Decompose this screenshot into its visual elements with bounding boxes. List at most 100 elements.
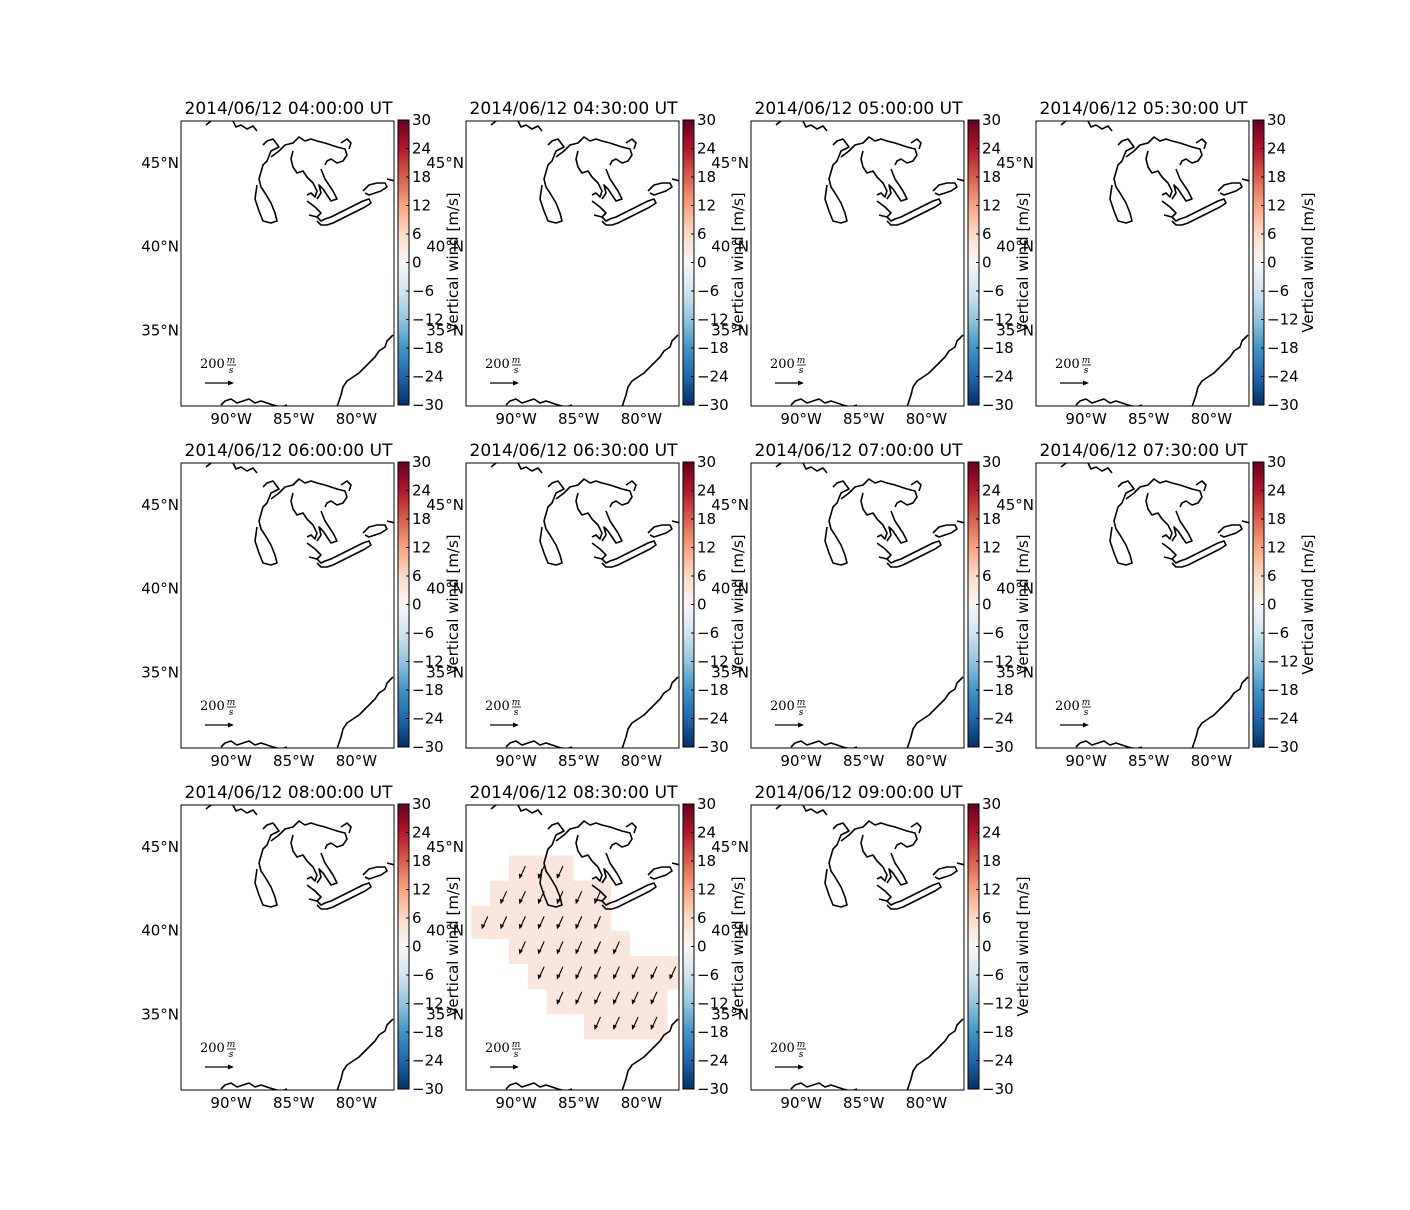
quiver-key: 200 ms — [200, 356, 236, 386]
wind-arrow — [500, 916, 508, 930]
colorbar-label: Vertical wind [m/s] — [729, 534, 747, 674]
colorbar-tick-label: −12 — [412, 311, 444, 329]
wind-arrow — [612, 966, 620, 980]
colorbar-tick-label: 12 — [697, 539, 716, 557]
longitude-label: 80°W — [1191, 752, 1233, 770]
map-panel: 2014/06/12 07:30:00 UT 200 ms 90°W 85°W 80°W 4… — [996, 441, 1317, 770]
map-panel: 2014/06/12 08:30:00 UT 200 ms 90°W 85°W 80°W 4… — [426, 783, 747, 1112]
colorbar: 30 24 18 12 6 0 −6 −12 −18 −24 −30 Vertical wind [m… — [397, 111, 462, 414]
colorbar-tick-label: −12 — [697, 311, 729, 329]
colorbar-tick-label: −24 — [697, 368, 729, 386]
longitude-label: 85°W — [1128, 410, 1170, 428]
latitude-label: 45°N — [996, 496, 1034, 514]
wind-arrow — [650, 1016, 658, 1030]
map-panel: 2014/06/12 06:30:00 UT 200 ms 90°W 85°W 80°W 4… — [426, 441, 747, 770]
colorbar-tick-label: 0 — [982, 596, 992, 614]
colorbar-tick-label: −30 — [982, 396, 1014, 414]
colorbar-tick-label: −12 — [697, 653, 729, 671]
longitude-label: 90°W — [495, 752, 537, 770]
colorbar-tick-label: −30 — [697, 396, 729, 414]
quiver-key-value: 200 — [485, 357, 510, 372]
longitude-label: 80°W — [621, 410, 663, 428]
panel-title: 2014/06/12 04:00:00 UT — [185, 99, 394, 119]
wind-arrow — [669, 966, 677, 980]
wind-arrow — [518, 890, 526, 905]
colorbar-tick-label: −12 — [412, 995, 444, 1013]
longitude-label: 85°W — [273, 752, 315, 770]
quiver-key-arrowhead — [1083, 722, 1089, 728]
quiver-key-arrowhead — [513, 722, 519, 728]
quiver-key-unit-numerator: m — [797, 698, 806, 708]
colorbar-tick-label: 6 — [412, 225, 422, 243]
colorbar-tick-label: 12 — [1267, 539, 1286, 557]
longitude-label: 90°W — [780, 1094, 822, 1112]
colorbar-tick-label: −18 — [412, 339, 444, 357]
longitude-label: 90°W — [210, 752, 252, 770]
colorbar: 30 24 18 12 6 0 −6 −12 −18 −24 −30 Vertical wind [m… — [682, 111, 747, 414]
panel-title: 2014/06/12 06:00:00 UT — [185, 441, 394, 461]
wind-arrow — [612, 991, 620, 1005]
colorbar-tick-label: −18 — [1267, 339, 1299, 357]
wind-arrow — [556, 916, 564, 930]
quiver-key-unit-denominator: s — [514, 708, 519, 718]
colorbar-tick-label: 24 — [697, 140, 716, 158]
vertical-wind-field — [471, 855, 679, 1040]
latitude-label: 35°N — [996, 322, 1034, 340]
colorbar-tick-label: 24 — [412, 824, 431, 842]
wind-arrow — [612, 1016, 620, 1030]
axes-frame — [465, 804, 680, 1091]
colorbar-tick-label: −30 — [412, 738, 444, 756]
wind-arrow — [631, 1016, 639, 1030]
latitude-label: 40°N — [141, 922, 179, 940]
colorbar: 30 24 18 12 6 0 −6 −12 −18 −24 −30 Vertical wind [m… — [967, 453, 1032, 756]
colorbar: 30 24 18 12 6 0 −6 −12 −18 −24 −30 Vertical wind [m… — [1252, 453, 1317, 756]
colorbar-tick-label: 6 — [982, 909, 992, 927]
colorbar-tick-label: 30 — [697, 453, 716, 471]
quiver-key-value: 200 — [485, 1041, 510, 1056]
quiver-key: 200 ms — [485, 356, 521, 386]
wind-arrow — [556, 941, 564, 955]
colorbar-tick-label: 24 — [982, 482, 1001, 500]
latitude-label: 35°N — [711, 1006, 749, 1024]
latitude-label: 35°N — [426, 322, 464, 340]
colorbar-tick-label: −18 — [982, 1023, 1014, 1041]
wind-arrow — [556, 991, 564, 1005]
longitude-label: 90°W — [780, 752, 822, 770]
latitude-label: 40°N — [996, 580, 1034, 598]
wind-arrow — [537, 966, 545, 980]
quiver-key-unit-numerator: m — [797, 356, 806, 366]
colorbar-tick-label: 24 — [412, 140, 431, 158]
colorbar-tick-label: 30 — [1267, 111, 1286, 129]
colorbar-tick-label: 12 — [697, 881, 716, 899]
colorbar-tick-label: 18 — [982, 510, 1001, 528]
colorbar-tick-label: 30 — [697, 795, 716, 813]
colorbar-tick-label: −24 — [982, 710, 1014, 728]
longitude-label: 80°W — [621, 752, 663, 770]
colorbar-tick-label: −18 — [982, 339, 1014, 357]
colorbar-tick-label: 12 — [412, 881, 431, 899]
colorbar-tick-label: 0 — [982, 254, 992, 272]
axes-frame — [750, 462, 965, 749]
colorbar-tick-label: 12 — [982, 197, 1001, 215]
colorbar-tick-label: −24 — [697, 710, 729, 728]
colorbar-tick-label: 0 — [412, 596, 422, 614]
longitude-label: 85°W — [273, 410, 315, 428]
latitude-label: 40°N — [141, 580, 179, 598]
quiver-key-arrowhead — [798, 1064, 804, 1070]
colorbar-tick-label: −6 — [1267, 624, 1289, 642]
latitude-label: 35°N — [711, 322, 749, 340]
wind-arrow — [518, 865, 526, 880]
colorbar-tick-label: 24 — [982, 824, 1001, 842]
quiver-key-unit-numerator: m — [797, 1040, 806, 1050]
colorbar-tick-label: −24 — [1267, 368, 1299, 386]
wind-arrow — [594, 991, 602, 1005]
latitude-label: 40°N — [426, 238, 464, 256]
axes-frame — [465, 120, 680, 407]
colorbar-tick-label: −24 — [982, 368, 1014, 386]
colorbar-tick-label: −6 — [412, 282, 434, 300]
quiver-key-unit-denominator: s — [1084, 708, 1089, 718]
latitude-label: 45°N — [711, 496, 749, 514]
colorbar-tick-label: −12 — [1267, 653, 1299, 671]
longitude-label: 80°W — [336, 752, 378, 770]
